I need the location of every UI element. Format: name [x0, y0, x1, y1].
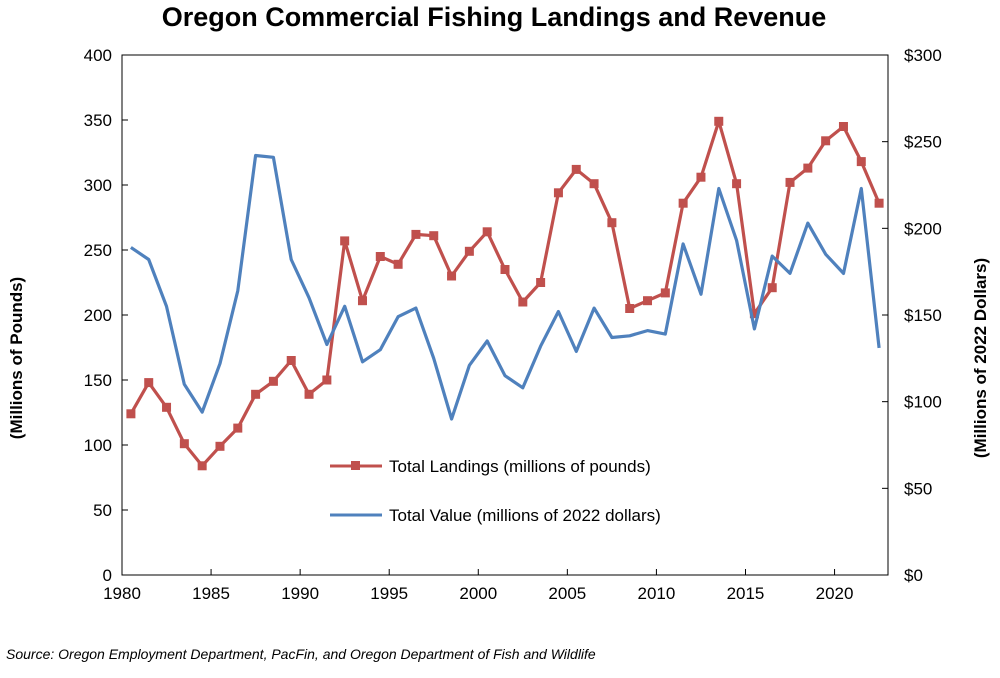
data-point-landings: [322, 375, 332, 385]
y-left-tick-label: 0: [103, 566, 112, 585]
data-point-landings: [660, 288, 670, 298]
data-point-landings: [678, 198, 688, 208]
series-line-landings: [129, 119, 881, 468]
data-point-landings: [447, 271, 457, 281]
data-point-landings: [482, 227, 492, 237]
data-point-landings: [767, 283, 777, 293]
x-tick-label: 2020: [816, 584, 854, 603]
x-tick-label: 2010: [638, 584, 676, 603]
data-point-landings: [785, 177, 795, 187]
data-point-landings: [821, 136, 831, 146]
data-point-landings: [144, 378, 154, 388]
data-point-landings: [518, 297, 528, 307]
data-point-landings: [268, 376, 278, 386]
y-right-tick-label: $200: [904, 219, 942, 238]
data-point-landings: [536, 278, 546, 287]
series-line-value: [130, 153, 881, 421]
y-left-tick-label: 50: [93, 501, 112, 520]
chart-title: Oregon Commercial Fishing Landings and R…: [161, 2, 827, 32]
data-point-landings: [375, 252, 385, 261]
data-point-landings: [749, 309, 759, 319]
data-point-landings: [500, 265, 510, 274]
legend-landings-label: Total Landings (millions of pounds): [389, 457, 651, 476]
source-note: Source: Oregon Employment Department, Pa…: [6, 646, 596, 662]
data-point-landings: [643, 296, 653, 306]
data-point-landings: [696, 172, 706, 182]
legend-landings-marker: [351, 461, 360, 470]
y-left-tick-label: 100: [84, 436, 112, 455]
data-point-landings: [714, 116, 724, 126]
legend: Total Landings (millions of pounds) Tota…: [330, 457, 661, 525]
x-tick-label: 1985: [192, 584, 230, 603]
data-point-landings: [553, 188, 563, 198]
data-point-landings: [357, 296, 367, 306]
y-right-tick-label: $250: [904, 133, 942, 152]
y-right-tick-label: $150: [904, 306, 942, 325]
data-point-landings: [251, 389, 261, 399]
x-tick-label: 1995: [370, 584, 408, 603]
axes-layer: 0 50 100 150 200 250 300 350 400 $0 $50 $100 $150 $20…: [84, 46, 942, 603]
data-point-landings: [856, 157, 866, 167]
data-point-landings: [571, 164, 581, 174]
data-point-landings: [179, 439, 189, 449]
data-point-landings: [393, 259, 403, 269]
x-tick-label: 1990: [281, 584, 319, 603]
y-right-tick-label: $0: [904, 566, 923, 585]
data-point-landings: [162, 402, 172, 412]
data-point-landings: [803, 163, 813, 173]
y-left-tick-label: 250: [84, 241, 112, 260]
data-point-landings: [233, 423, 243, 433]
series-layer: [126, 116, 884, 471]
data-point-landings: [340, 236, 350, 246]
data-point-landings: [607, 218, 617, 228]
data-point-landings: [286, 356, 296, 365]
data-point-landings: [197, 461, 207, 471]
plot-frame: [121, 54, 889, 576]
y-left-tick-label: 300: [84, 176, 112, 195]
y-axis-left-title: (Millions of Pounds): [7, 277, 26, 439]
data-point-landings: [464, 246, 474, 256]
data-point-landings: [589, 179, 599, 189]
y-right-tick-label: $300: [904, 46, 942, 65]
y-left-tick-label: 350: [84, 111, 112, 130]
data-point-landings: [874, 198, 884, 208]
data-point-landings: [732, 179, 742, 189]
x-tick-label: 1980: [103, 584, 141, 603]
data-point-landings: [304, 389, 314, 399]
data-point-landings: [411, 229, 421, 239]
y-right-tick-label: $100: [904, 393, 942, 412]
x-tick-label: 2015: [727, 584, 765, 603]
y-left-tick-label: 150: [84, 371, 112, 390]
data-point-landings: [429, 231, 439, 241]
data-point-landings: [625, 304, 635, 313]
legend-value-label: Total Value (millions of 2022 dollars): [389, 506, 661, 525]
x-tick-label: 2005: [548, 584, 586, 603]
y-left-tick-label: 200: [84, 306, 112, 325]
x-tick-label: 2000: [459, 584, 497, 603]
data-point-landings: [838, 122, 848, 131]
y-left-tick-label: 400: [84, 46, 112, 65]
data-point-landings: [215, 441, 225, 451]
y-right-tick-label: $50: [904, 479, 932, 498]
data-point-landings: [126, 409, 136, 419]
y-axis-right-title: (Millions of 2022 Dollars): [971, 258, 990, 458]
